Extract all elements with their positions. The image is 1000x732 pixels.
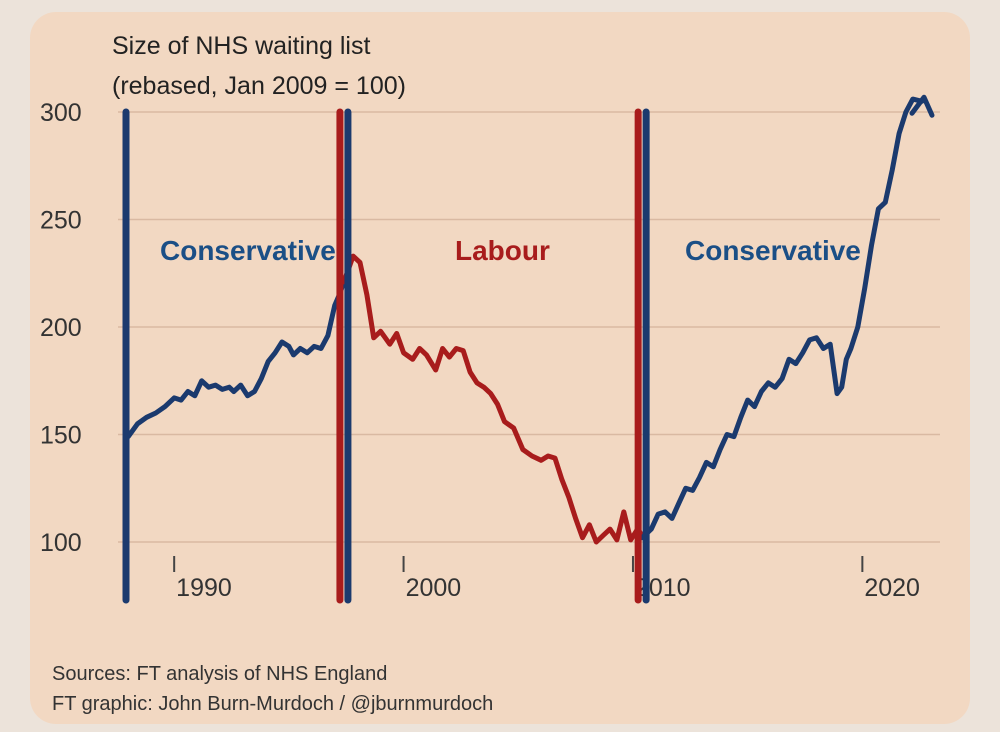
chart-svg: Size of NHS waiting list (rebased, Jan 2… [40,32,940,715]
x-tick-label-2000: 2000 [406,574,462,602]
series-line-3 [639,96,925,541]
x-tick-label-2020: 2020 [864,574,920,602]
period-label-conservative-1: Conservative [160,235,336,266]
sources-note: Sources: FT analysis of NHS England [52,663,387,685]
y-tick-label-300: 300 [40,99,82,127]
series-end-arrow [909,94,935,118]
period-dividers [122,108,650,604]
chart-subtitle: (rebased, Jan 2009 = 100) [112,72,406,100]
x-tick-label-1990: 1990 [176,574,232,602]
series-lines [125,94,935,545]
graphic-credit: FT graphic: John Burn-Murdoch / @jburnmu… [52,693,493,715]
grid [118,111,940,543]
y-tick-label-100: 100 [40,529,82,557]
period-label-conservative-2: Conservative [685,235,861,266]
x-axis: 1990 2000 2010 2020 [173,556,920,602]
y-axis: 300 250 200 150 100 [40,99,82,557]
series-line-2 [341,253,645,545]
y-tick-label-250: 250 [40,207,82,235]
chart-card: Size of NHS waiting list (rebased, Jan 2… [30,12,970,724]
y-tick-label-150: 150 [40,422,82,450]
series-line-1 [125,279,347,440]
period-label-labour: Labour [455,235,550,266]
chart-title: Size of NHS waiting list [112,32,370,60]
y-tick-label-200: 200 [40,314,82,342]
